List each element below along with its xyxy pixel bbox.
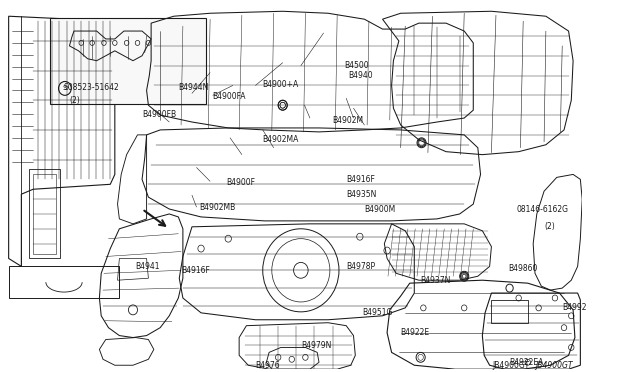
Text: B4978P: B4978P xyxy=(346,262,375,271)
Text: B4935N: B4935N xyxy=(346,190,376,199)
Text: B4979N: B4979N xyxy=(301,341,332,350)
Text: B4940: B4940 xyxy=(348,71,372,80)
Text: B49860: B49860 xyxy=(508,264,537,273)
Text: B4900FA: B4900FA xyxy=(212,92,245,101)
Text: (2): (2) xyxy=(70,96,80,105)
Text: JB4900GT: JB4900GT xyxy=(536,361,573,370)
Text: B4922EA: B4922EA xyxy=(509,358,544,367)
Text: B4916F: B4916F xyxy=(346,175,375,184)
Text: S08523-51642: S08523-51642 xyxy=(63,83,119,92)
Text: B4922E: B4922E xyxy=(401,328,430,337)
Text: 08146-6162G: 08146-6162G xyxy=(517,205,569,214)
Text: (2): (2) xyxy=(544,222,555,231)
Text: B4902MA: B4902MA xyxy=(263,135,299,144)
Text: B4900M: B4900M xyxy=(364,205,396,214)
Text: B4941: B4941 xyxy=(136,262,160,271)
FancyBboxPatch shape xyxy=(51,18,207,104)
Text: B4902M: B4902M xyxy=(333,116,364,125)
Text: B4951G: B4951G xyxy=(363,308,393,317)
Text: B4937N: B4937N xyxy=(420,276,451,285)
Text: B4900FB: B4900FB xyxy=(142,110,176,119)
Text: S: S xyxy=(63,86,67,92)
Text: JB4900GT: JB4900GT xyxy=(492,361,529,370)
Text: B4500: B4500 xyxy=(344,61,369,70)
Text: B4944N: B4944N xyxy=(179,83,209,92)
Text: B4976: B4976 xyxy=(255,361,280,370)
Text: B4900F: B4900F xyxy=(227,178,255,187)
Text: B4916F: B4916F xyxy=(181,266,210,275)
Text: B4902MB: B4902MB xyxy=(199,202,236,212)
Text: B4992: B4992 xyxy=(562,304,587,312)
Text: B4900+A: B4900+A xyxy=(263,80,299,89)
